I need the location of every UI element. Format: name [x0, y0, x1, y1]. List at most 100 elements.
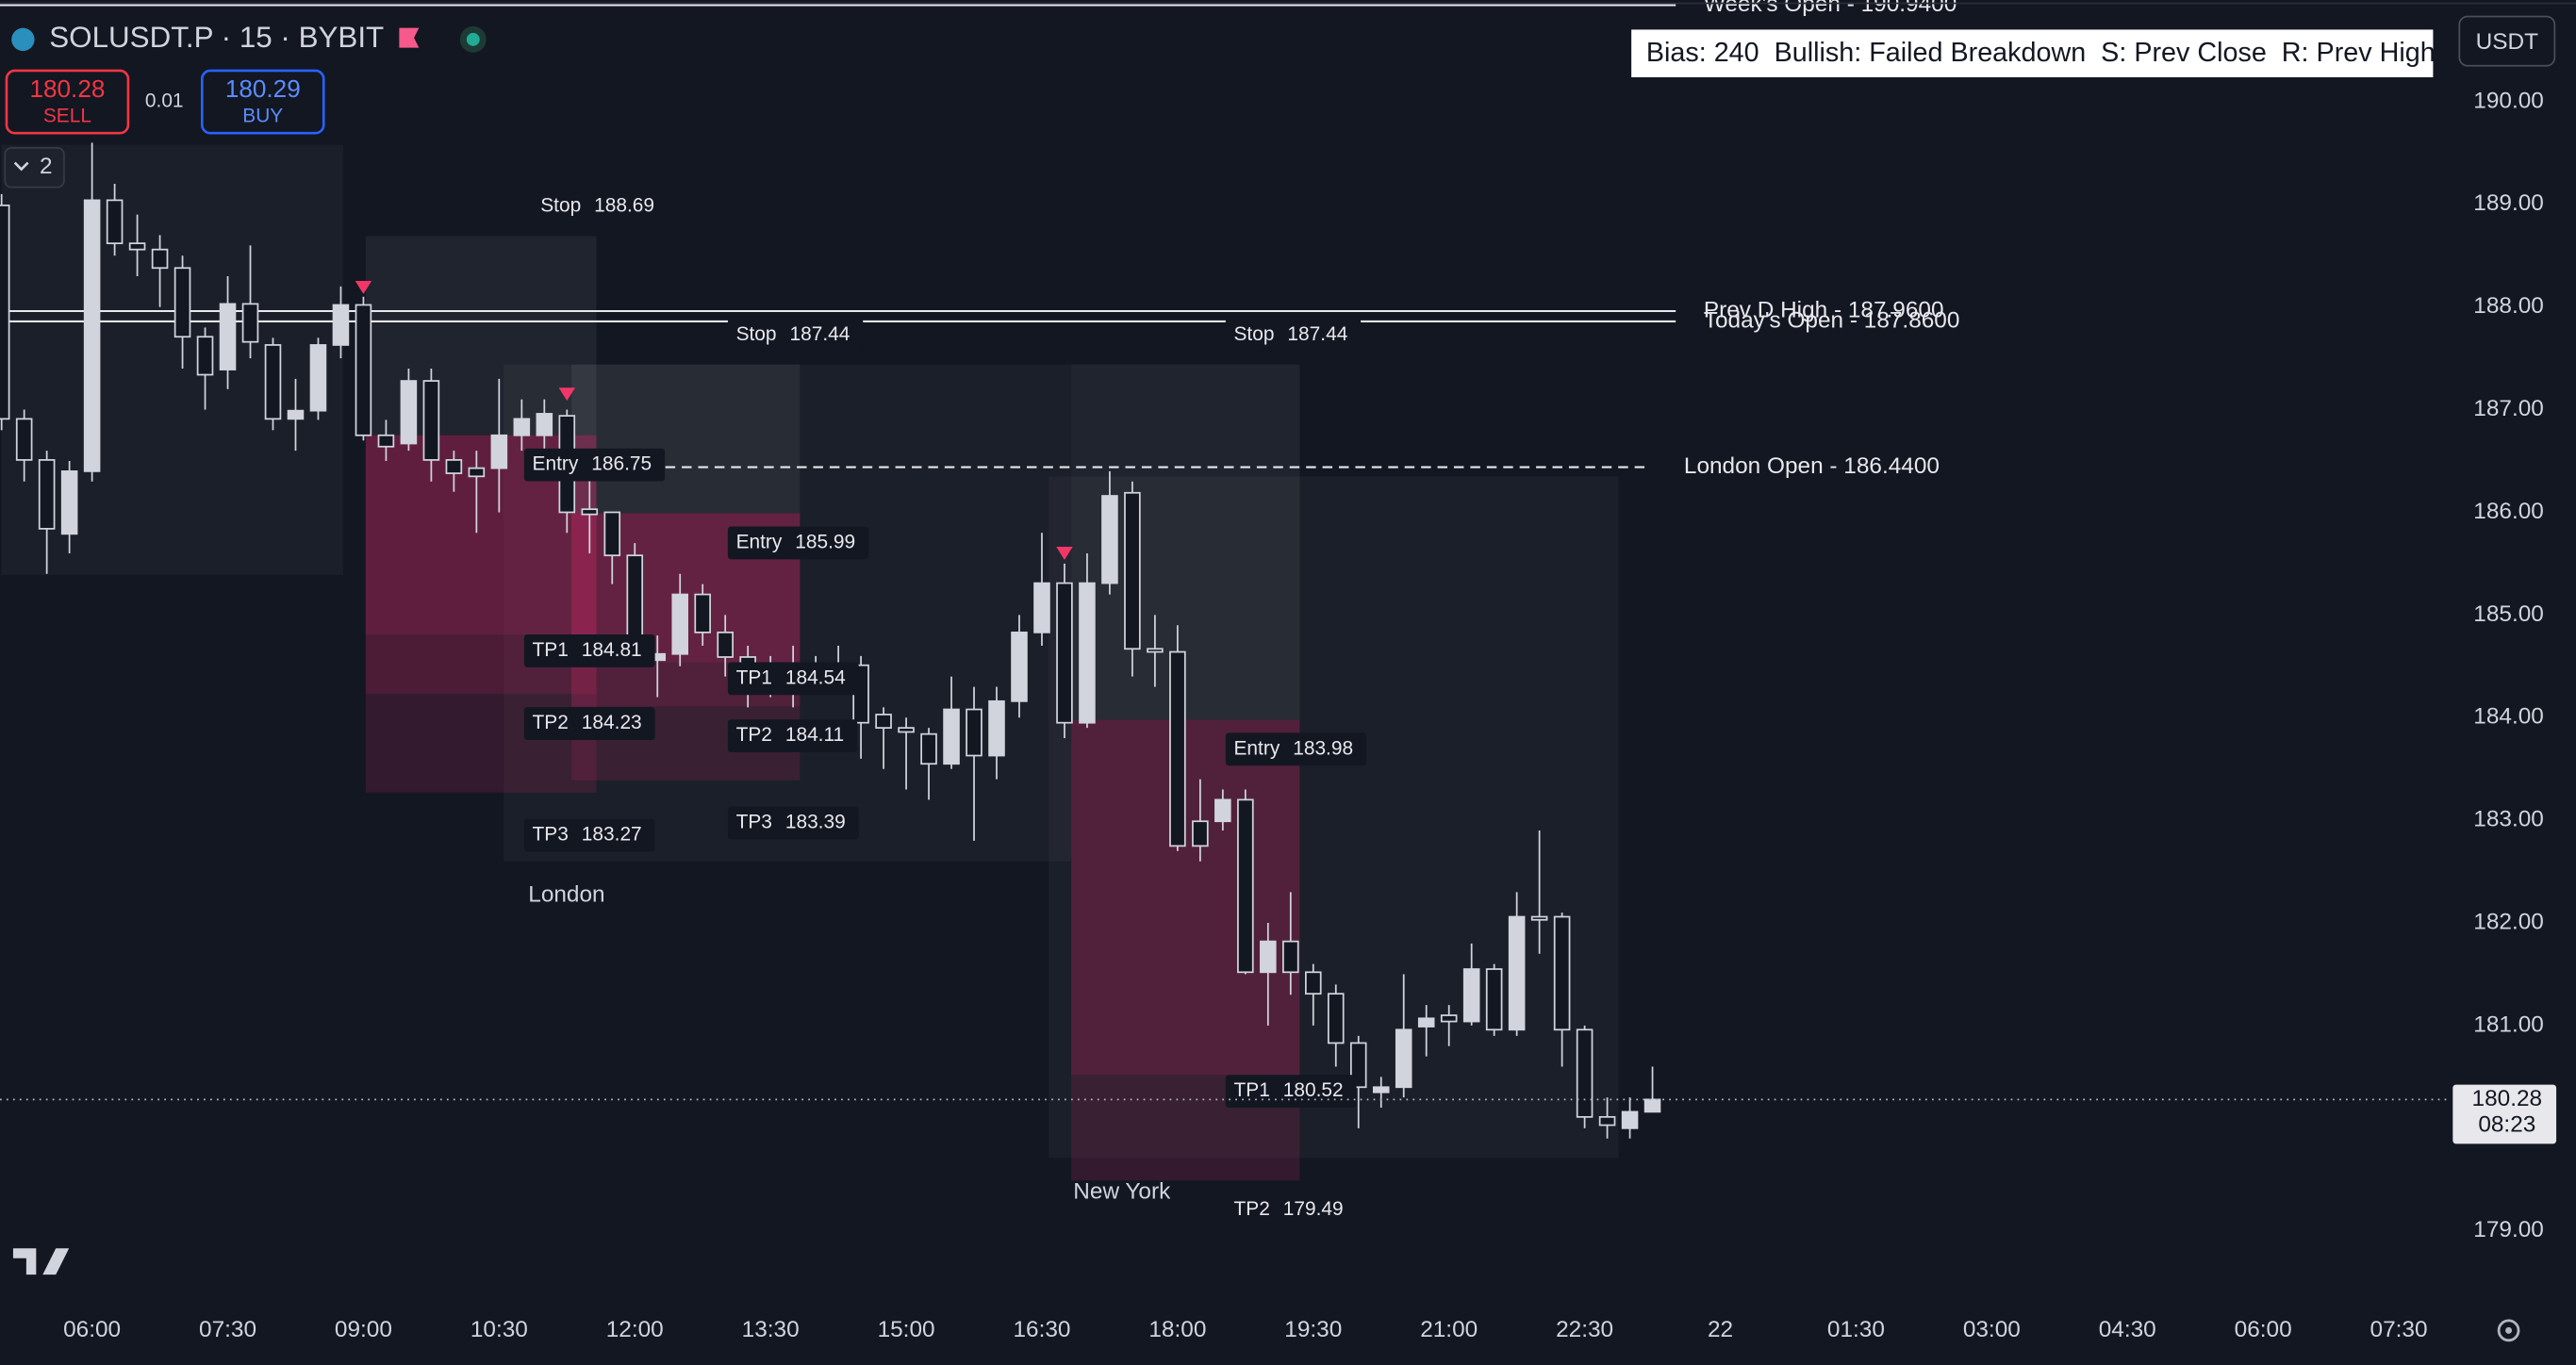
- tag-name: TP2: [736, 724, 772, 746]
- tag-name: TP1: [736, 666, 772, 688]
- candle-body: [219, 303, 237, 370]
- candle-body: [1260, 940, 1277, 974]
- tag-name: TP2: [533, 712, 569, 733]
- candle-body: [1553, 915, 1571, 1031]
- candle-body: [0, 204, 10, 420]
- tag-value: 183.39: [785, 811, 846, 832]
- flag-icon[interactable]: [399, 27, 420, 48]
- level-tag: Stop 187.44: [1225, 318, 1362, 352]
- candle-body: [1056, 582, 1073, 724]
- tag-background: [727, 806, 859, 840]
- settings-icon-core: [2505, 1326, 2513, 1334]
- sell-button[interactable]: [5, 69, 130, 135]
- candle-body: [966, 708, 983, 757]
- candle-body: [106, 199, 124, 245]
- candle-body: [1033, 582, 1050, 633]
- candle-body: [943, 708, 960, 765]
- level-tag: TP3 183.39: [727, 806, 859, 840]
- candle-body: [1485, 968, 1503, 1031]
- y-tick-label: 189.00: [2473, 190, 2544, 216]
- x-tick-label: 15:00: [878, 1317, 935, 1342]
- x-tick-label: 12:00: [606, 1317, 664, 1342]
- bias-panel: [1631, 29, 2434, 77]
- tag-value: 184.11: [785, 724, 844, 746]
- candle-body: [513, 418, 531, 436]
- tag-value: 180.52: [1283, 1079, 1344, 1101]
- y-tick-label: 188.00: [2473, 293, 2544, 319]
- tag-name: TP3: [533, 824, 569, 846]
- tv-logo[interactable]: [12, 1248, 70, 1275]
- currency-button[interactable]: [2458, 15, 2556, 67]
- tag-value: 183.27: [582, 824, 642, 846]
- candle-body: [1508, 915, 1526, 1031]
- symbol-title[interactable]: SOLUSDT.P · 15 · BYBIT: [49, 21, 384, 54]
- bias-text: Bias: 240 Bullish: Failed Breakdown S: P…: [1646, 38, 2436, 68]
- level-tag: TP1 184.54: [727, 662, 859, 696]
- tag-value: 183.98: [1293, 737, 1353, 759]
- candle-body: [988, 699, 1005, 757]
- tag-name: Entry: [736, 531, 783, 552]
- candle-body: [1621, 1110, 1639, 1129]
- x-tick-label: 18:00: [1148, 1317, 1206, 1342]
- tag-name: Stop: [1234, 323, 1275, 345]
- level-label: Today's Open - 187.8600: [1704, 307, 1960, 333]
- tag-value: 187.44: [789, 323, 850, 345]
- tag-background: [523, 448, 666, 482]
- x-tick-label: 10:30: [471, 1317, 528, 1342]
- session-label: London: [528, 882, 604, 908]
- x-tick-label: 16:30: [1013, 1317, 1070, 1342]
- level-tag: TP1 184.81: [523, 634, 655, 667]
- candle-body: [536, 413, 553, 436]
- candle-body: [1214, 798, 1231, 823]
- candle-body: [15, 418, 33, 461]
- candle-body: [1101, 495, 1118, 584]
- level-tag: TP2 184.11: [727, 719, 858, 753]
- tag-value: 184.81: [582, 639, 642, 661]
- session-label: New York: [1073, 1178, 1171, 1204]
- y-tick-label: 182.00: [2473, 909, 2544, 934]
- sell-price: 180.28: [29, 74, 105, 103]
- x-tick-label: 09:00: [335, 1317, 392, 1342]
- level-tag: TP2 184.23: [523, 707, 655, 740]
- level-tag: Entry 185.99: [727, 526, 869, 560]
- quantity: 0.01: [145, 90, 184, 112]
- tag-value: 179.49: [1283, 1198, 1344, 1220]
- candle-body: [128, 242, 146, 251]
- x-tick-label: 04:30: [2099, 1317, 2156, 1342]
- candle-body: [1192, 820, 1209, 847]
- candle-body: [671, 593, 689, 655]
- x-tick-label: 07:30: [199, 1317, 256, 1342]
- tag-name: Stop: [540, 195, 581, 217]
- level-tag: TP2 179.49: [1225, 1193, 1357, 1227]
- level-tag: Entry 183.98: [1225, 732, 1367, 766]
- candle-body: [196, 336, 214, 376]
- symbol-icon[interactable]: [11, 27, 35, 52]
- candle-body: [603, 511, 621, 557]
- x-tick-label: 06:00: [2235, 1317, 2292, 1342]
- candle-body: [173, 267, 191, 338]
- y-tick-label: 183.00: [2473, 807, 2544, 832]
- candle-body: [1282, 940, 1299, 974]
- candle-body: [898, 727, 915, 733]
- candle-body: [151, 248, 169, 270]
- candle-body: [1417, 1017, 1435, 1028]
- layout-toggle[interactable]: [4, 146, 65, 189]
- signal-marker: [1056, 547, 1073, 560]
- tag-background: [1225, 732, 1367, 766]
- candle-body: [581, 508, 599, 516]
- settings-icon[interactable]: [2497, 1319, 2520, 1342]
- x-tick-label: 03:00: [1963, 1317, 2021, 1342]
- buy-button[interactable]: [201, 69, 325, 135]
- candle-body: [875, 714, 892, 730]
- tag-background: [727, 719, 858, 753]
- candle-body: [264, 344, 282, 420]
- candle-body: [422, 380, 440, 461]
- y-tick-label: 187.00: [2473, 396, 2544, 421]
- x-tick-label: 22:30: [1556, 1317, 1613, 1342]
- candle-body: [1011, 631, 1028, 702]
- buy-label: BUY: [242, 105, 283, 126]
- candle-body: [1147, 648, 1164, 653]
- y-tick-label: 179.00: [2473, 1217, 2544, 1242]
